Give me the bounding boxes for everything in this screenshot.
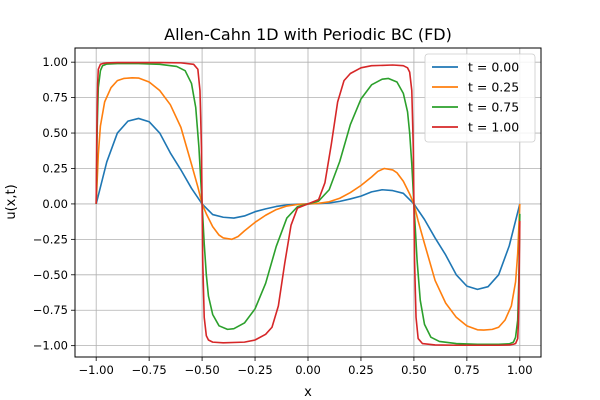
y-tick-label: 1.00 <box>42 55 68 69</box>
legend-box <box>424 53 536 143</box>
x-tick-label: −0.50 <box>184 363 219 377</box>
x-tick-label: 0.00 <box>295 363 321 377</box>
x-tick-label: −0.25 <box>237 363 272 377</box>
x-axis-label: x <box>304 385 312 400</box>
x-tick-label: −1.00 <box>79 363 114 377</box>
y-tick-label: −1.00 <box>33 339 68 353</box>
y-tick-label: 0.00 <box>42 197 68 211</box>
x-axis: −1.00 −0.75 −0.50 −0.25 0.00 0.25 0.50 0.75 1.00 <box>79 357 533 377</box>
legend-label: t = 0.75 <box>468 100 519 115</box>
x-tick-label: 1.00 <box>507 363 533 377</box>
x-tick-label: 0.25 <box>348 363 374 377</box>
y-tick-label: −0.25 <box>33 232 68 246</box>
chart-title: Allen-Cahn 1D with Periodic BC (FD) <box>164 25 452 44</box>
y-axis: −1.00 −0.75 −0.50 −0.25 0.00 0.25 0.50 0.75 1.00 <box>33 55 75 353</box>
y-tick-label: −0.50 <box>33 268 68 282</box>
y-tick-label: 0.25 <box>42 161 68 175</box>
legend-label: t = 0.25 <box>468 80 519 95</box>
legend: t = 0.00 t = 0.25 t = 0.75 t = 1.00 <box>424 53 536 143</box>
plot-area <box>95 61 521 347</box>
x-tick-label: −0.75 <box>132 363 167 377</box>
series-line-3 <box>95 61 521 347</box>
x-tick-label: 0.50 <box>401 363 427 377</box>
y-tick-label: 0.50 <box>42 126 68 140</box>
legend-label: t = 0.00 <box>468 60 519 75</box>
legend-label: t = 1.00 <box>468 120 519 135</box>
y-axis-label: u(x,t) <box>4 184 19 219</box>
y-tick-label: −0.75 <box>33 303 68 317</box>
y-tick-label: 0.75 <box>42 91 68 105</box>
x-tick-label: 0.75 <box>454 363 480 377</box>
